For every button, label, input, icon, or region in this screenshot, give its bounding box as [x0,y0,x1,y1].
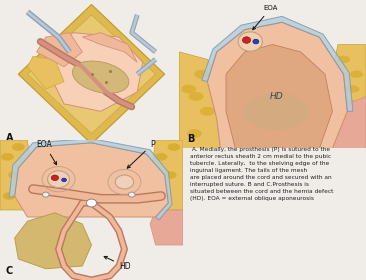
Ellipse shape [1,153,14,161]
Ellipse shape [337,56,350,63]
Polygon shape [37,33,82,67]
Ellipse shape [8,171,21,179]
Ellipse shape [350,71,363,78]
Text: HD: HD [270,92,283,101]
Circle shape [242,37,251,43]
Polygon shape [150,210,183,245]
Ellipse shape [194,70,209,79]
Text: HD: HD [104,256,131,271]
Polygon shape [27,15,156,134]
Circle shape [253,39,259,44]
Ellipse shape [341,130,354,137]
Ellipse shape [167,143,180,151]
Circle shape [238,32,262,51]
Text: EOA: EOA [37,140,57,165]
Polygon shape [150,140,183,210]
Circle shape [48,171,70,188]
Text: B: B [187,134,194,144]
Polygon shape [9,139,172,220]
Ellipse shape [200,107,215,116]
Ellipse shape [3,192,15,200]
Circle shape [128,192,135,197]
Ellipse shape [189,92,203,101]
Circle shape [86,199,97,207]
Ellipse shape [187,129,202,138]
Ellipse shape [244,93,309,130]
Text: A. Medially, the prosthesis (P) is sutured to the
anterior rectus sheath 2 cm me: A. Medially, the prosthesis (P) is sutur… [190,147,334,201]
Polygon shape [15,143,168,217]
Polygon shape [82,33,137,62]
Ellipse shape [158,192,171,200]
Text: EOA: EOA [253,5,278,30]
Polygon shape [15,213,92,269]
Polygon shape [329,45,366,148]
Polygon shape [226,45,332,148]
Ellipse shape [344,100,358,108]
Polygon shape [202,16,353,111]
Ellipse shape [164,171,177,179]
Polygon shape [179,52,232,148]
Polygon shape [0,140,33,210]
Text: C: C [5,266,13,276]
Ellipse shape [12,143,25,151]
Polygon shape [18,4,165,144]
Polygon shape [207,22,347,148]
Polygon shape [46,33,143,111]
Ellipse shape [72,61,129,93]
Circle shape [115,175,134,189]
Ellipse shape [346,85,359,93]
Text: P: P [127,140,155,168]
Circle shape [51,175,59,181]
Ellipse shape [181,85,196,94]
Circle shape [61,178,67,182]
Circle shape [42,192,49,197]
Polygon shape [332,96,366,148]
Text: A: A [5,133,13,143]
Polygon shape [27,56,64,89]
Ellipse shape [155,153,168,161]
